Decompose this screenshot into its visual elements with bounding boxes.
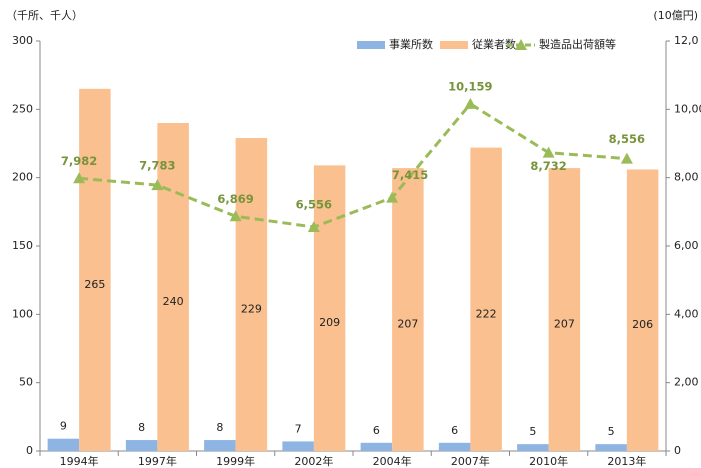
bar-value-label: 8 <box>138 421 145 434</box>
bar-value-label: 7 <box>295 422 302 435</box>
line-value-label: 7,783 <box>139 159 175 173</box>
y-tick-label: 50 <box>19 376 33 389</box>
bar <box>204 440 236 451</box>
bar-value-label: 229 <box>241 303 262 316</box>
line-marker <box>307 221 320 233</box>
bar-value-label: 222 <box>476 307 497 320</box>
y2-tick-label: 6,00 <box>674 239 699 252</box>
legend-swatch <box>440 41 468 49</box>
line-marker <box>386 191 399 203</box>
bar <box>470 147 502 451</box>
legend-swatch <box>357 41 385 49</box>
x-tick-label: 1994年 <box>60 454 99 468</box>
line-marker <box>151 179 164 191</box>
y2-tick-label: 2,00 <box>674 376 699 389</box>
bar <box>438 442 471 451</box>
bar-value-label: 9 <box>60 420 67 433</box>
bar-value-label: 209 <box>319 316 340 329</box>
line <box>78 101 627 229</box>
bar-value-label: 6 <box>451 424 458 437</box>
y2-tick-label: 12,0 <box>674 34 699 47</box>
y2-axis-label: (10億円) <box>653 9 698 22</box>
line-value-label: 10,159 <box>448 79 492 93</box>
line-value-label: 7,982 <box>61 154 97 168</box>
x-tick-label: 2013年 <box>607 454 646 468</box>
legend-label: 製造品出荷額等 <box>539 37 616 51</box>
bar <box>47 438 80 451</box>
bar <box>595 444 627 451</box>
line-marker <box>229 210 242 222</box>
x-tick-label: 2004年 <box>373 454 412 468</box>
line-marker <box>464 97 477 109</box>
x-tick-label: 2002年 <box>294 454 333 468</box>
x-tick-label: 1997年 <box>138 454 177 468</box>
bar <box>626 169 659 451</box>
y-tick-label: 250 <box>12 102 33 115</box>
bar <box>282 441 314 451</box>
bar <box>517 444 549 451</box>
x-tick-label: 2007年 <box>451 454 490 468</box>
bar <box>360 442 393 451</box>
x-tick-label: 1999年 <box>216 454 255 468</box>
bar <box>79 88 111 451</box>
line-value-label: 6,556 <box>296 198 332 212</box>
y2-tick-label: 0 <box>674 444 681 457</box>
bar-value-label: 8 <box>216 421 223 434</box>
bar-value-label: 265 <box>84 278 105 291</box>
y-tick-label: 150 <box>12 239 33 252</box>
bar-value-label: 5 <box>529 425 536 438</box>
bar <box>157 123 189 451</box>
bar <box>235 138 268 452</box>
y-tick-label: 0 <box>26 444 33 457</box>
legend-label: 従業者数 <box>472 38 516 51</box>
legend-label: 事業所数 <box>389 38 433 51</box>
bar <box>313 165 346 451</box>
y-tick-label: 200 <box>12 171 33 184</box>
bar-value-label: 5 <box>608 425 615 438</box>
bar-value-label: 6 <box>373 424 380 437</box>
x-tick-label: 2010年 <box>529 454 568 468</box>
line-value-label: 7,415 <box>392 168 428 182</box>
bar-value-label: 207 <box>554 318 575 331</box>
y-axis-label: （千所、千人） <box>6 9 83 22</box>
y-tick-label: 300 <box>12 34 33 47</box>
bar-value-label: 207 <box>397 318 418 331</box>
line-value-label: 8,556 <box>609 132 645 146</box>
bar <box>548 168 581 451</box>
line-value-label: 8,732 <box>530 159 566 173</box>
bar <box>392 168 424 451</box>
line-marker <box>620 152 633 164</box>
y2-tick-label: 8,00 <box>674 171 699 184</box>
line-marker <box>542 146 555 158</box>
y2-tick-label: 4,00 <box>674 307 699 320</box>
bar <box>125 440 158 451</box>
y2-tick-label: 10,00 <box>674 102 701 115</box>
bar-value-label: 206 <box>632 318 653 331</box>
legend-swatch <box>515 39 527 50</box>
bar-value-label: 240 <box>163 295 184 308</box>
line-value-label: 6,869 <box>217 192 253 206</box>
y-tick-label: 100 <box>12 307 33 320</box>
line-marker <box>73 172 86 184</box>
